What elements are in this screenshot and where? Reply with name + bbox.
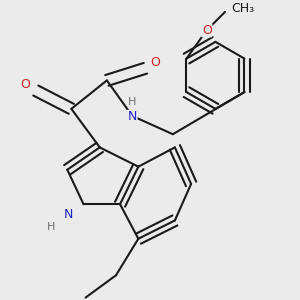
Text: H: H — [47, 222, 55, 232]
Text: H: H — [128, 97, 136, 107]
Text: N: N — [128, 110, 137, 124]
Text: N: N — [64, 208, 73, 221]
Text: CH₃: CH₃ — [232, 2, 255, 15]
Text: O: O — [21, 78, 31, 91]
Text: O: O — [202, 24, 212, 37]
Text: O: O — [151, 56, 160, 69]
